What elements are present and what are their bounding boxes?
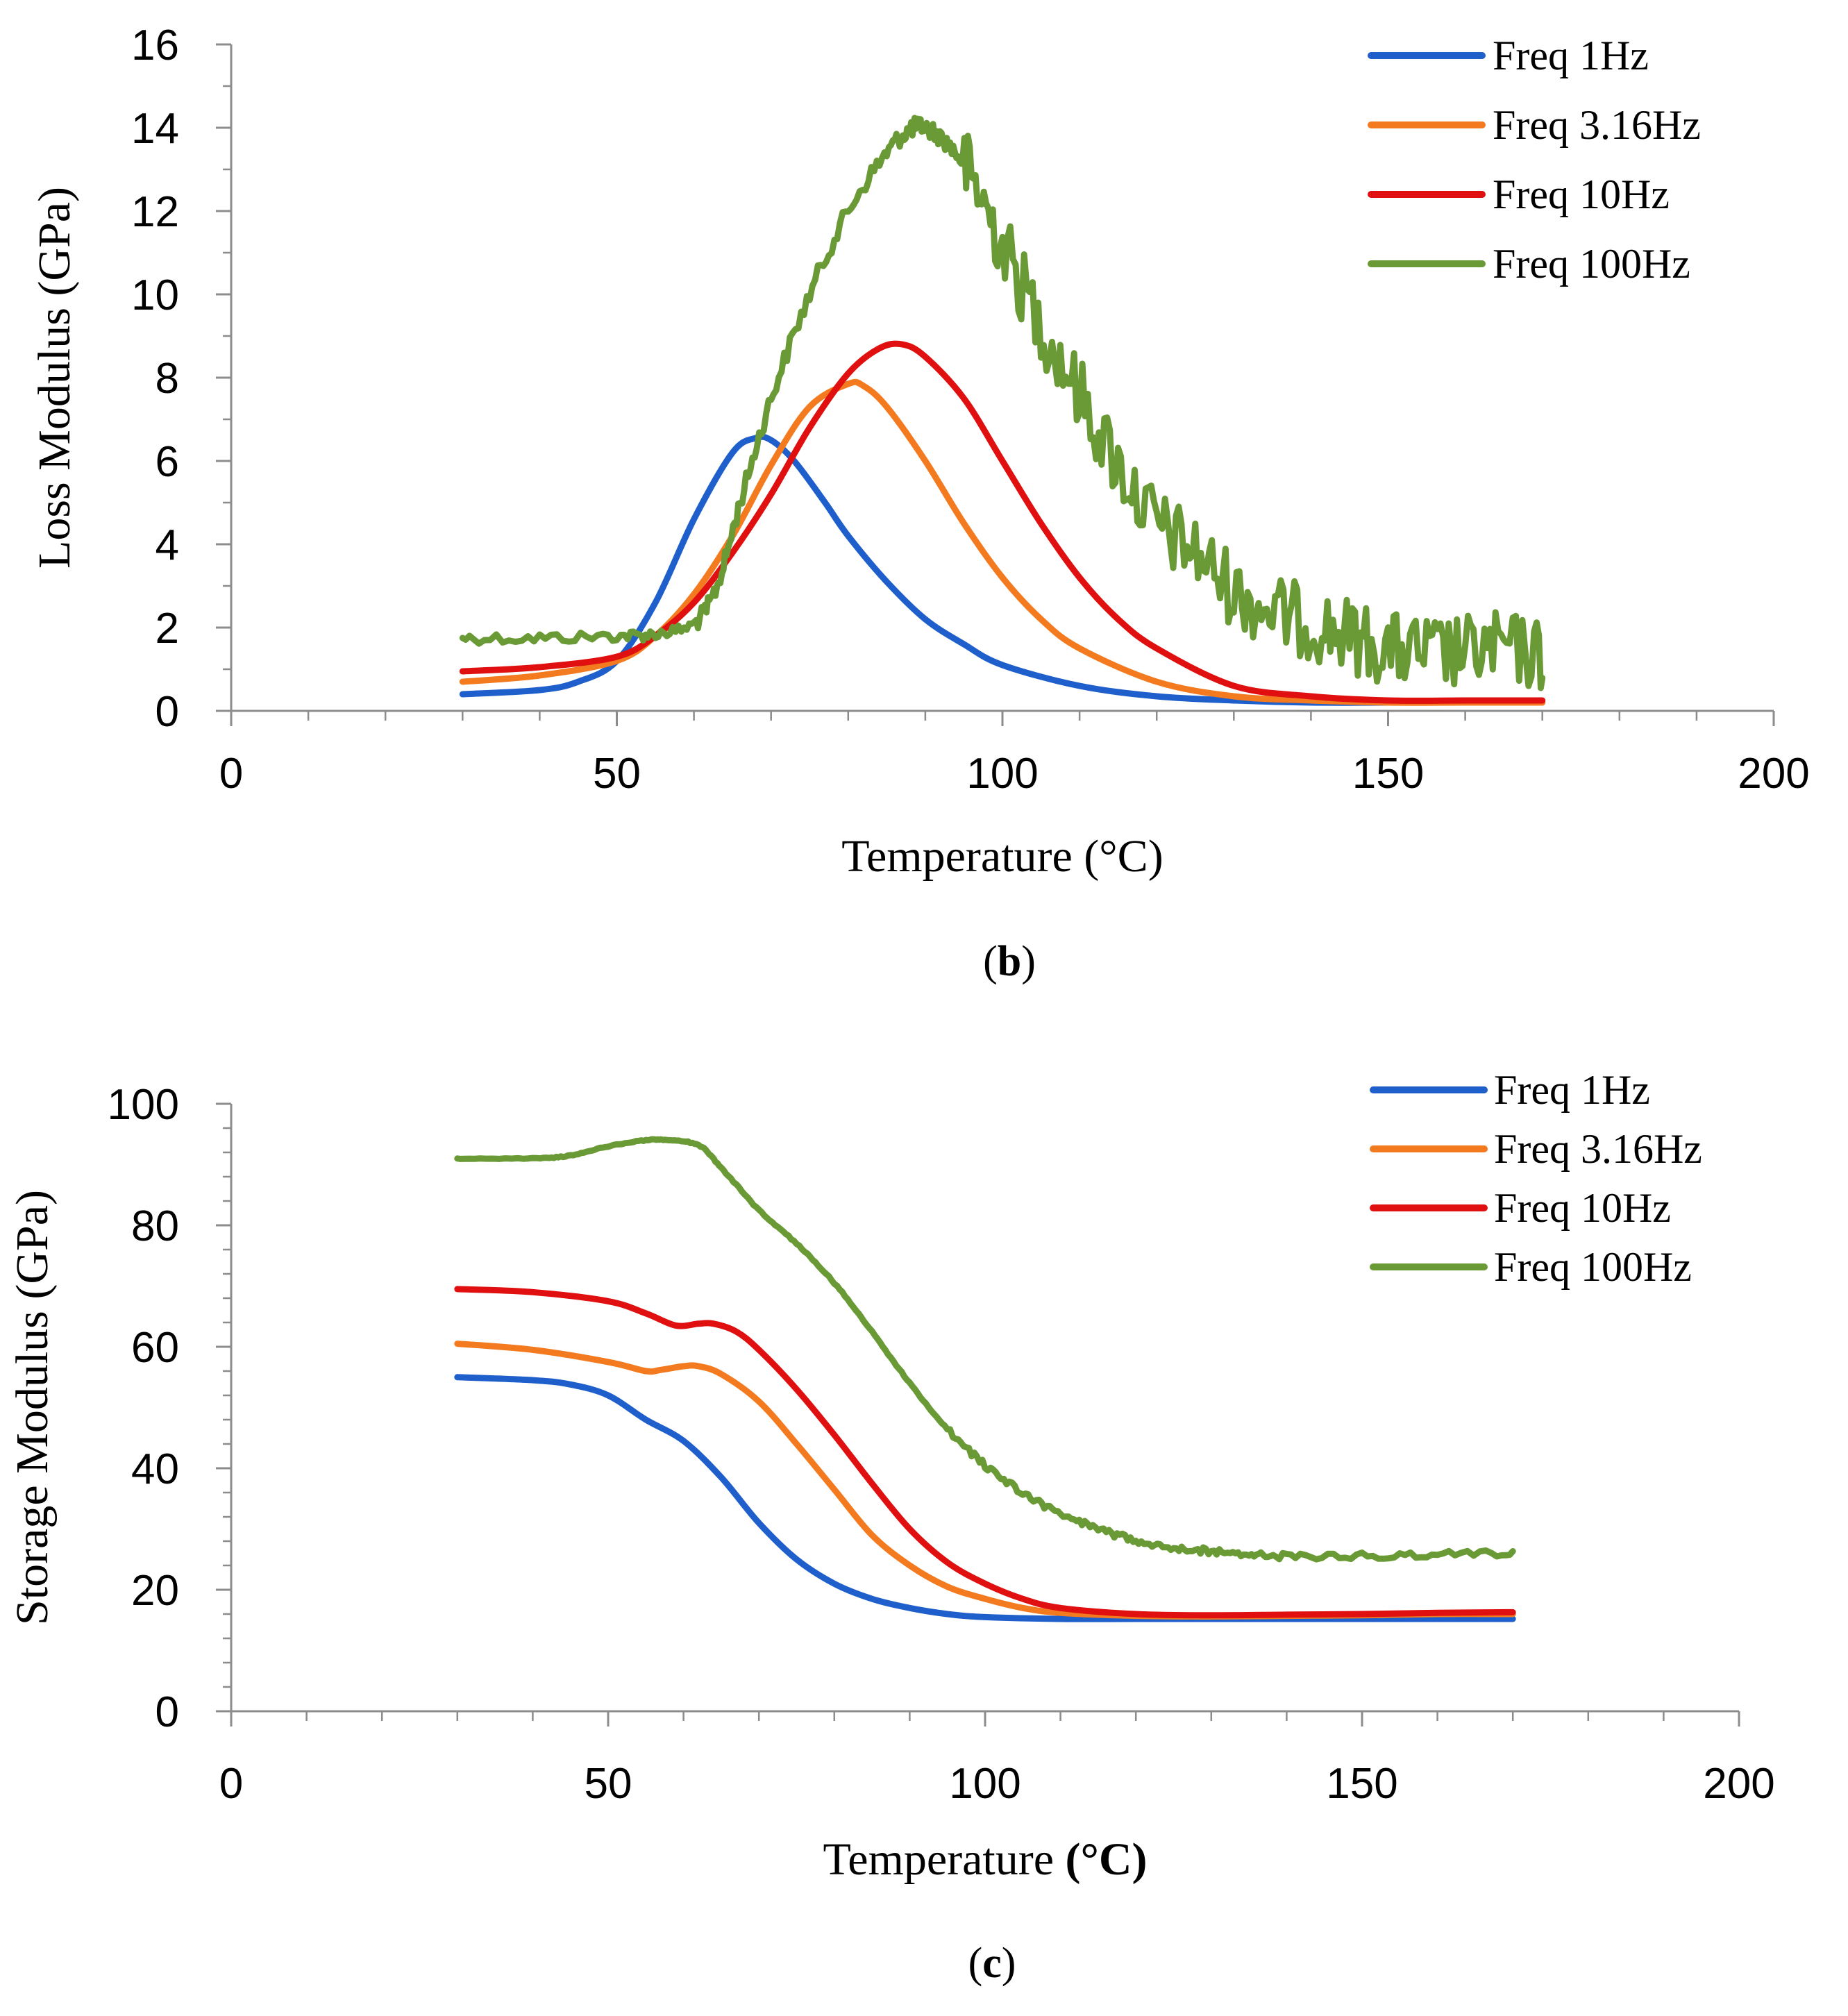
x-tick-label: 200	[1703, 1760, 1774, 1808]
caption-open: (	[968, 1940, 983, 1987]
y-tick-label: 40	[131, 1445, 179, 1493]
x-tick-label: 0	[219, 1760, 243, 1808]
x-axis-title: Temperature (°C)	[841, 831, 1163, 882]
legend-label-freq-1hz: Freq 1Hz	[1494, 1067, 1650, 1113]
y-tick-label: 60	[131, 1324, 179, 1372]
y-tick-label: 16	[131, 22, 179, 69]
y-tick-label: 0	[156, 1688, 179, 1736]
x-axis-title-part: (°C)	[1066, 1834, 1148, 1885]
x-tick-label: 150	[1326, 1760, 1397, 1808]
y-tick-label: 20	[131, 1567, 179, 1615]
y-tick-label: 8	[156, 355, 179, 403]
legend-label-freq-100hz: Freq 100Hz	[1493, 241, 1690, 287]
x-tick-label: 50	[593, 750, 641, 798]
x-tick-label: 200	[1738, 750, 1809, 798]
panel-caption: (c)	[968, 1940, 1016, 1987]
x-axis-title-part: Temperature (°C)	[841, 831, 1163, 882]
x-tick-label: 100	[966, 750, 1038, 798]
caption-letter: b	[998, 938, 1021, 985]
legend-label-freq-10hz: Freq 10Hz	[1493, 171, 1670, 217]
y-tick-label: 6	[156, 438, 179, 486]
x-axis-title: Temperature (°C)	[823, 1834, 1147, 1885]
series-line-freq-10hz	[459, 340, 1546, 704]
y-tick-label: 80	[131, 1202, 179, 1250]
x-tick-label: 0	[219, 750, 243, 798]
series-line-freq-100hz	[454, 1136, 1516, 1563]
caption-close: )	[1021, 938, 1036, 985]
x-tick-label: 100	[949, 1760, 1020, 1808]
x-axis-title-part: Temperature	[823, 1834, 1065, 1885]
y-tick-label: 100	[108, 1081, 179, 1129]
caption-letter: c	[982, 1940, 1002, 1987]
legend-label-freq-10hz: Freq 10Hz	[1494, 1185, 1671, 1231]
series-line-freq-100hz	[459, 115, 1546, 691]
panel-b-loss-modulus-chart: 0 2 4 6 8 10 12 14 16 0 50 100 150 200 Loss Modulus (G…	[29, 22, 1810, 985]
caption-close: )	[1002, 1940, 1016, 1987]
y-tick-label: 4	[156, 521, 179, 569]
series-line-freq-10hz	[454, 1286, 1516, 1619]
legend-label-freq-3-16hz: Freq 3.16Hz	[1493, 102, 1701, 148]
y-tick-label: 12	[131, 188, 179, 236]
legend-label-freq-3-16hz: Freq 3.16Hz	[1494, 1126, 1702, 1172]
y-tick-label: 10	[131, 271, 179, 319]
panel-caption: (b)	[983, 938, 1036, 985]
y-axis-title: Storage Modulus (GPa)	[7, 1190, 58, 1625]
y-axis-title: Loss Modulus (GPa)	[29, 187, 80, 569]
x-tick-label: 50	[585, 1760, 632, 1808]
y-tick-label: 2	[156, 605, 179, 653]
x-tick-label: 150	[1352, 750, 1424, 798]
legend-label-freq-1hz: Freq 1Hz	[1493, 33, 1649, 78]
series-line-freq-3-16hz	[454, 1341, 1516, 1620]
legend-label-freq-100hz: Freq 100Hz	[1494, 1244, 1692, 1290]
y-tick-label: 0	[156, 688, 179, 736]
caption-open: (	[983, 938, 998, 985]
panel-c-storage-modulus-chart: 0 20 40 60 80 100 0 50 100 150 200 Storage Modulus …	[7, 1067, 1775, 1987]
y-tick-label: 14	[131, 105, 179, 153]
